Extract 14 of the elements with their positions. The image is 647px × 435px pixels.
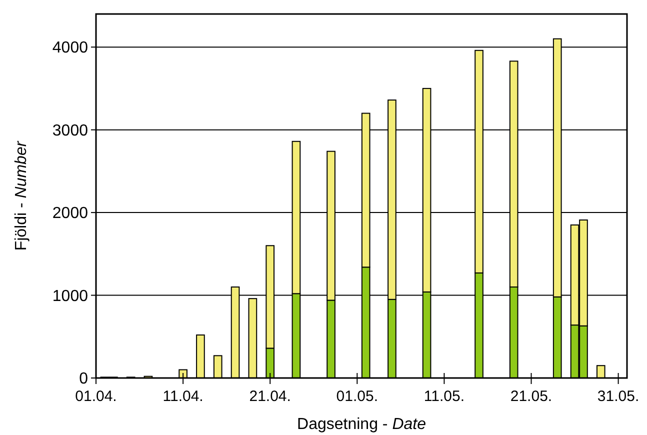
y-tick-label: 1000 [52, 288, 88, 305]
x-axis-title: Dagsetning - Date [297, 416, 426, 433]
x-tick-label: 11.04. [162, 388, 204, 405]
y-tick-label: 2000 [52, 205, 88, 222]
x-tick-label: 01.05. [336, 388, 378, 405]
y-tick-label: 0 [79, 370, 88, 388]
x-tick-label: 31.05. [597, 388, 640, 405]
x-tick-label: 21.05. [510, 388, 552, 405]
y-tick-label: 3000 [52, 122, 88, 140]
x-tick-label: 11.05. [424, 388, 464, 405]
y-tick-label: 4000 [52, 40, 88, 57]
x-tick-label: 21.04. [249, 388, 291, 405]
y-axis-title: Fjöldi - Number [13, 140, 30, 251]
x-tick-label: 01.04. [75, 388, 117, 405]
